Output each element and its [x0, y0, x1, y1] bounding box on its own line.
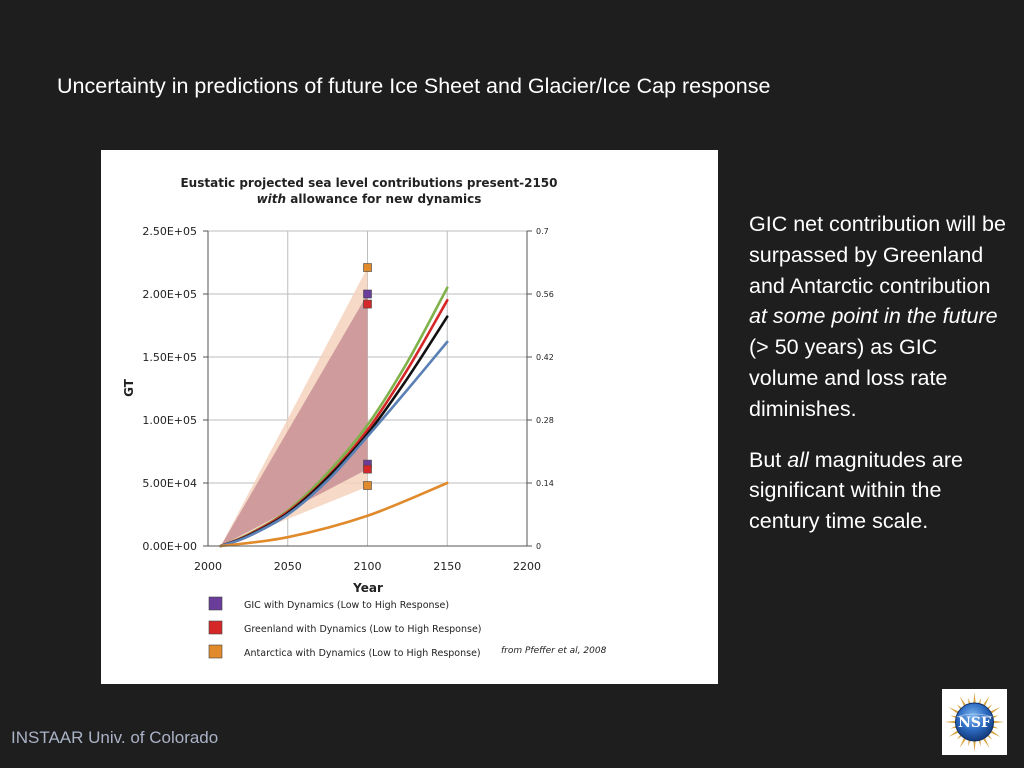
range-marker: [363, 481, 372, 490]
x-tick-label: 2050: [274, 560, 302, 573]
chart-figure: Eustatic projected sea level contributio…: [101, 150, 718, 684]
y2-tick-label: 0.42: [536, 353, 554, 362]
y-tick-label: 0.00E+00: [142, 540, 197, 553]
series-line: [219, 481, 449, 548]
nsf-logo: NSF: [942, 689, 1007, 755]
series-line: [219, 340, 449, 548]
side-paragraph-2-italic: all: [787, 447, 809, 472]
footer-text: INSTAAR Univ. of Colorado: [11, 728, 219, 747]
slide-title: Uncertainty in predictions of future Ice…: [57, 74, 771, 98]
x-tick-label: 2150: [433, 560, 461, 573]
y-axis-label: GT: [122, 378, 136, 397]
axis-layer: 2000 2050 2100 2150 2200 0.00E+00 0 5.00E+04 0.1…: [142, 225, 553, 573]
legend-label: GIC with Dynamics (Low to High Response): [244, 600, 449, 611]
y2-tick-label: 0: [536, 542, 541, 551]
side-paragraph-2: But all magnitudes are significant withi…: [749, 445, 1009, 537]
y-tick-label: 2.50E+05: [142, 225, 197, 238]
legend-label: Greenland with Dynamics (Low to High Res…: [244, 624, 482, 635]
side-paragraph-1-part1: GIC net contribution will be surpassed b…: [749, 212, 1006, 298]
chart-title-line2: with allowance for new dynamics: [257, 192, 482, 206]
nsf-logo-text: NSF: [958, 715, 991, 731]
chart-title-rest: allowance for new dynamics: [286, 192, 481, 206]
marker-layer: [363, 263, 372, 490]
chart-legend: GIC with Dynamics (Low to High Response)…: [208, 596, 482, 659]
chart-title-line1: Eustatic projected sea level contributio…: [180, 176, 557, 190]
legend-swatch: [208, 596, 223, 611]
x-tick-label: 2200: [513, 560, 541, 573]
legend-swatch: [208, 620, 223, 635]
y-tick-label: 2.00E+05: [142, 288, 197, 301]
x-tick-label: 2000: [194, 560, 222, 573]
legend-swatch: [208, 644, 223, 659]
chart-citation: from Pfeffer et al, 2008: [501, 646, 607, 656]
side-paragraph-2-part1: But: [749, 447, 788, 472]
side-paragraph-2-part2: magnitudes are significant within the ce…: [749, 447, 963, 534]
side-paragraph-1-italic: at some point in the future: [749, 304, 998, 329]
line-layer: [219, 286, 449, 548]
x-axis-label: Year: [352, 581, 383, 595]
range-marker: [363, 464, 372, 474]
y-tick-label: 5.00E+04: [142, 477, 197, 490]
y2-tick-label: 0.56: [536, 290, 554, 299]
y-tick-label: 1.50E+05: [142, 351, 197, 364]
uncertainty-band: [220, 294, 368, 546]
range-marker: [363, 289, 372, 299]
chart-title-italic: with: [257, 192, 286, 206]
legend-label: Antarctica with Dynamics (Low to High Re…: [244, 648, 481, 659]
y2-tick-label: 0.7: [536, 227, 549, 236]
y2-tick-label: 0.28: [536, 416, 554, 425]
range-marker: [363, 299, 372, 309]
x-tick-label: 2100: [354, 560, 382, 573]
y-tick-label: 1.00E+05: [142, 414, 197, 427]
side-paragraph-1: GIC net contribution will be surpassed b…: [749, 209, 1009, 425]
range-marker: [363, 263, 372, 272]
side-text: GIC net contribution will be surpassed b…: [749, 209, 1009, 557]
side-paragraph-1-part2: (> 50 years) as GIC volume and loss rate…: [749, 335, 948, 421]
chart-svg: Eustatic projected sea level contributio…: [122, 176, 607, 659]
y2-tick-label: 0.14: [536, 479, 554, 488]
